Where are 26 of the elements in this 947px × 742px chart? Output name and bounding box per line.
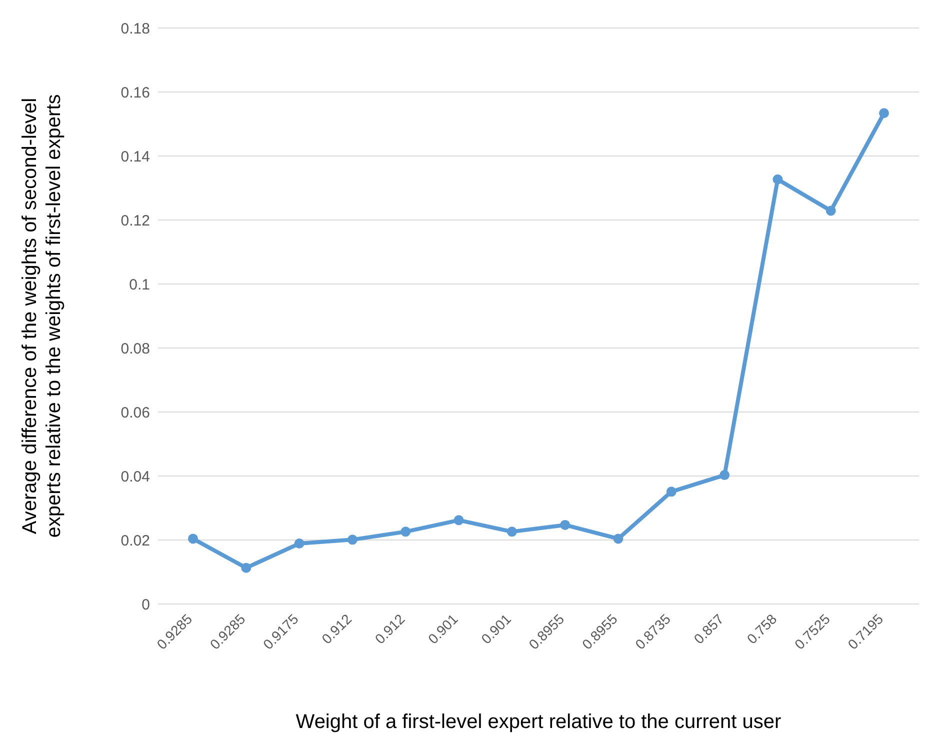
point — [241, 562, 252, 573]
y-axis-title: Average difference of the weights of second-level experts relative to the weights of first-level experts — [19, 94, 65, 538]
y-tick-label: 0.1 — [129, 276, 150, 294]
y-tick-label: 0.06 — [120, 404, 150, 422]
y-tick-label: 0.12 — [120, 212, 150, 230]
point — [347, 534, 358, 545]
y-tick-label: 0.08 — [120, 340, 150, 358]
point — [666, 486, 676, 497]
point — [879, 108, 889, 118]
y-tick-label: 0.14 — [120, 148, 150, 166]
point — [720, 470, 730, 480]
x-axis-title: Weight of a first-level expert relative to the current user — [296, 711, 782, 734]
point — [188, 534, 198, 544]
y-tick-label: 0 — [142, 596, 150, 614]
point — [560, 520, 570, 530]
y-tick-label: 0.04 — [120, 468, 150, 486]
point — [613, 534, 624, 544]
point — [772, 174, 783, 184]
point — [294, 538, 304, 549]
point — [826, 206, 836, 216]
point — [400, 526, 411, 537]
point — [454, 515, 464, 526]
y-tick-label: 0.02 — [120, 532, 150, 550]
y-tick-label: 0.18 — [120, 20, 150, 38]
point — [506, 526, 517, 537]
y-tick-label: 0.16 — [120, 84, 150, 102]
